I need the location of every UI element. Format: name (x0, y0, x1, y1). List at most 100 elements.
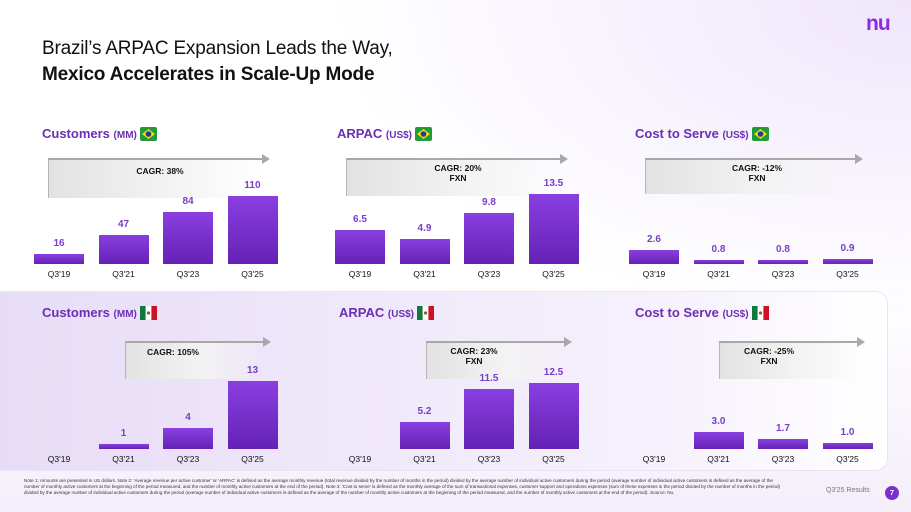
cagr-text: CAGR: 23% FXN (444, 346, 504, 366)
arrow-right-icon (263, 337, 271, 347)
chart-title-text: Cost to Serve (635, 126, 719, 141)
data-label: 0.9 (840, 243, 855, 255)
bar (227, 381, 278, 449)
chart-title: ARPAC (US$) (339, 305, 435, 323)
tick-label: Q3'23 (477, 269, 501, 279)
data-label: 84 (182, 195, 194, 207)
cagr-label: CAGR: -12% (731, 163, 783, 173)
tick-label: Q3'21 (707, 454, 730, 464)
cagr-line (426, 341, 566, 343)
cagr-line (719, 341, 859, 343)
bar (399, 238, 450, 264)
cagr-shade (426, 341, 567, 379)
tick-label: Q3'23 (771, 269, 795, 279)
tick-label: Q3'19 (348, 454, 372, 464)
data-label: 13 (246, 365, 259, 377)
tick-label: Q3'23 (176, 454, 200, 464)
chart-unit: (US$) (722, 309, 749, 320)
tick-label: Q3'23 (771, 454, 795, 464)
footnotes: Note 1: Amounts are presented in US doll… (24, 478, 781, 496)
bar (822, 259, 873, 264)
tick-label: Q3'23 (477, 454, 501, 464)
bar (758, 259, 808, 264)
chart-unit: (MM) (113, 309, 137, 320)
chart-title-text: ARPAC (339, 305, 385, 320)
cagr-text: CAGR: 38% (130, 166, 190, 176)
cagr-text: CAGR: 20% FXN (428, 163, 488, 183)
bar (34, 254, 84, 264)
chart-title: Cost to Serve (US$) (635, 126, 769, 144)
tick-label: Q3'19 (642, 269, 666, 279)
bar (528, 193, 579, 264)
tick-label: Q3'25 (836, 269, 859, 279)
bar (693, 259, 744, 264)
brazil-flag-icon (139, 127, 157, 144)
page-number: 7 (885, 486, 899, 500)
cagr-fxn: FXN (748, 173, 766, 183)
cagr-line (645, 158, 857, 160)
arrow-right-icon (855, 154, 863, 164)
bar (227, 195, 278, 264)
data-label: 1.7 (776, 423, 790, 435)
tick-label: Q3'19 (642, 454, 666, 464)
arrow-right-icon (564, 337, 572, 347)
data-label: 4.9 (417, 222, 432, 234)
tick-label: Q3'21 (413, 454, 436, 464)
arrow-right-icon (560, 154, 568, 164)
tick-label: Q3'25 (542, 454, 565, 464)
chart-title-text: Customers (42, 305, 110, 320)
data-label: 47 (117, 218, 130, 230)
bar (758, 439, 808, 449)
bar (822, 443, 873, 449)
footer-label: Q3'25 Results (826, 487, 870, 494)
bar (629, 249, 679, 264)
data-label: 1 (120, 427, 127, 439)
mexico-flag-icon (416, 305, 435, 323)
arrow-right-icon (262, 154, 270, 164)
cagr-fxn: FXN (760, 356, 778, 366)
chart-unit: (US$) (387, 309, 415, 320)
nu-logo: nu (866, 12, 891, 35)
data-label: 13.5 (543, 177, 564, 189)
cagr-line (346, 158, 562, 160)
tick-label: Q3'19 (348, 269, 372, 279)
cagr-shade (48, 158, 265, 198)
chart-unit: (US$) (385, 130, 413, 141)
data-label: 3.0 (711, 416, 726, 428)
chart-title: Cost to Serve (US$) (635, 305, 769, 323)
chart-title: Customers (MM) (42, 305, 158, 323)
data-label: 9.8 (482, 197, 496, 209)
data-label: 11.5 (479, 372, 499, 384)
bar (335, 230, 385, 264)
data-label: 5.2 (417, 405, 432, 417)
cagr-text: CAGR: -12% FXN (727, 163, 787, 183)
bar (98, 443, 149, 449)
tick-label: Q3'25 (542, 269, 565, 279)
tick-label: Q3'19 (47, 454, 71, 464)
cagr-label: CAGR: 38% (136, 166, 184, 176)
chart-title: Customers (MM) (42, 126, 157, 144)
cagr-label: CAGR: -25% (743, 346, 795, 356)
cagr-shade (645, 158, 858, 194)
tick-label: Q3'25 (836, 454, 859, 464)
arrow-right-icon (857, 337, 865, 347)
brazil-flag-icon (751, 127, 769, 144)
cagr-line (125, 341, 265, 343)
tick-label: Q3'21 (413, 269, 436, 279)
chart-title: ARPAC (US$) (337, 126, 433, 144)
cagr-fxn: FXN (465, 356, 483, 366)
chart-unit: (US$) (722, 130, 749, 141)
cagr-shade (346, 158, 563, 196)
bar (693, 432, 744, 449)
bar (399, 421, 450, 449)
title-line-2: Mexico Accelerates in Scale-Up Mode (42, 64, 375, 85)
bar (163, 428, 213, 449)
cagr-shade (125, 341, 266, 379)
brazil-flag-icon (415, 127, 433, 144)
cagr-shade (719, 341, 860, 379)
tick-label: Q3'23 (176, 269, 200, 279)
chart-title-text: Cost to Serve (635, 305, 719, 320)
bar (163, 211, 213, 264)
bar (464, 213, 514, 264)
tick-label: Q3'21 (707, 269, 730, 279)
